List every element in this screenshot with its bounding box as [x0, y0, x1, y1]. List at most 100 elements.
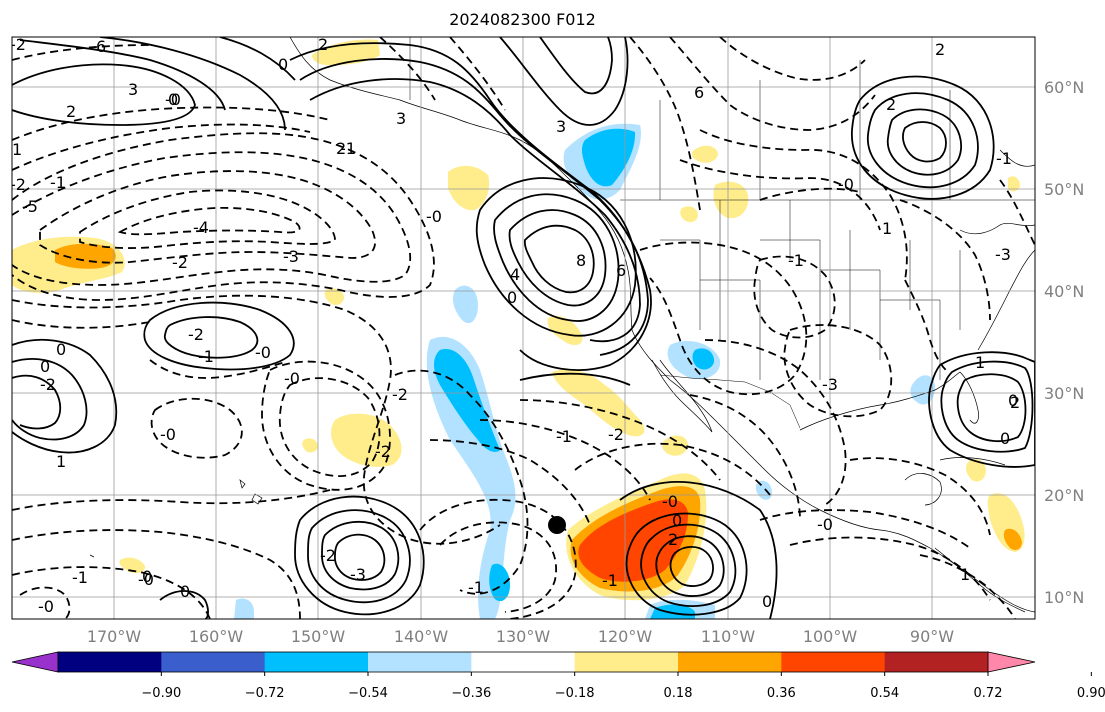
colorbar-segment: [574, 652, 679, 672]
shade-blue-north: [581, 128, 636, 187]
contour-label: -0: [255, 343, 271, 362]
lon-label: 130°W: [496, 627, 551, 646]
colorbar-tick-label: 0.54: [870, 686, 899, 701]
shade-blue-west-band: [434, 349, 500, 452]
contour-pos-w-low3: [12, 374, 62, 430]
contour-neg-east1: [904, 279, 949, 373]
contour-pos-ne-high2: [867, 92, 979, 189]
contour-neg-west-low2: [12, 319, 151, 329]
contour-label: -0: [38, 597, 54, 616]
border-canada-prov: [659, 60, 951, 200]
contour-label: -0: [160, 425, 176, 444]
colorbar-tick-label: −0.72: [245, 686, 285, 701]
border-states1: [660, 239, 941, 380]
contour-label: -1: [50, 173, 66, 192]
contour-label: -2: [172, 253, 188, 272]
contour-label: -4: [193, 218, 209, 237]
contour-neg-se4: [919, 554, 1016, 619]
contour-label: 2: [1010, 393, 1020, 412]
contour-label: -0: [165, 90, 181, 109]
shade-lightblue-sw: [234, 598, 254, 619]
shade-yellow-small5: [324, 288, 344, 306]
shade-blue-baja: [692, 348, 715, 370]
colorbar-segment: [264, 652, 369, 672]
contour-label: 4: [510, 265, 520, 284]
contour-label: 0: [762, 592, 772, 611]
lat-label: 10°N: [1044, 588, 1084, 607]
contour-pos-south-low: [519, 372, 631, 386]
figure-title: 2024082300 F012: [449, 10, 596, 29]
contour-pos-sw3: [321, 520, 400, 591]
contour-pos-ne-high1: [851, 75, 995, 200]
shade-yellow-small2: [691, 145, 718, 163]
colorbar-segment: [471, 652, 576, 672]
contour-label: -2: [375, 442, 391, 461]
contour-label: 2: [66, 102, 76, 121]
contour-pos-w-low2: [12, 358, 88, 441]
baja: [651, 359, 713, 433]
contour-label: -5: [22, 197, 38, 216]
contour-neg-e-pac1: [394, 369, 529, 595]
contour-neg-central5: [689, 394, 801, 521]
contour-neg-canada: [759, 187, 861, 201]
colorbar-segment: [161, 652, 266, 672]
contour-label: 0: [40, 357, 50, 376]
contour-neg-tc-out: [574, 442, 771, 496]
colorbar-tick-label: 0.72: [974, 686, 1003, 701]
contour-label: 2: [668, 530, 678, 549]
contour-label: 1: [975, 353, 985, 372]
contour-label: -1: [198, 347, 214, 366]
shade-lightblue-small1: [452, 285, 478, 324]
contour-neg-subtrop1: [261, 360, 391, 491]
contour-neg-midpac: [149, 359, 286, 379]
contour-neg-north1: [12, 44, 151, 61]
shade-yellow-small7: [119, 557, 146, 574]
contour-label: -1: [556, 427, 572, 446]
contour-label: -0: [426, 207, 442, 226]
contour-neg-n-trough5: [679, 159, 881, 231]
colorbar-frame: [57, 651, 989, 673]
colorbar-extend-left: [11, 651, 59, 673]
shade-yellow-east1: [965, 459, 986, 482]
contour-neg-north2: [379, 37, 436, 101]
contour-neg-central4: [704, 339, 847, 506]
contour-label: 0: [1000, 429, 1010, 448]
contour-label: 3: [128, 80, 138, 99]
border-us-mexico: [659, 374, 801, 429]
colorbar-segment: [884, 652, 989, 672]
contour-pos-ridge2: [299, 58, 649, 356]
contour-pos-nw2: [19, 39, 226, 111]
lat-label: 20°N: [1044, 486, 1084, 505]
contour-neg-band1: [12, 106, 331, 141]
contour-label: -3: [995, 245, 1011, 264]
contour-pos-e-low2: [940, 360, 1034, 453]
contour-label: -2: [40, 375, 56, 394]
lon-label: 170°W: [87, 627, 142, 646]
contour-neg-central2: [753, 255, 836, 339]
contour-label: 6: [616, 261, 626, 280]
contour-neg-trough5: [117, 206, 301, 236]
contour-neg-trough2: [12, 151, 412, 286]
contour-label: -3: [822, 375, 838, 394]
contour-pos-tc-out: [619, 481, 778, 619]
contour-neg-trough3: [39, 170, 376, 264]
colorbar-tick-label: 0.36: [767, 686, 796, 701]
contour-label: 2: [318, 35, 328, 54]
contour-pos-nw3: [99, 37, 286, 131]
contour-label: 6: [694, 83, 704, 102]
lat-label: 30°N: [1044, 384, 1084, 403]
contour-label: 0: [142, 567, 152, 586]
lon-label: 160°W: [189, 627, 244, 646]
contour-pos-sw-small: [159, 590, 209, 619]
shade-yellow-east3: [1008, 176, 1020, 192]
shade-blue-south2: [650, 604, 695, 619]
contour-label: 0: [180, 582, 190, 601]
gulf-coast: [799, 371, 961, 431]
contour-label: -0: [138, 570, 154, 589]
contour-label: -2: [392, 385, 408, 404]
colorbar-segment: [678, 652, 782, 672]
contour-neg-e-pac3: [479, 419, 651, 501]
map-frame: [11, 36, 1036, 620]
contour-label: 3: [556, 117, 566, 136]
lon-label: 110°W: [701, 627, 756, 646]
